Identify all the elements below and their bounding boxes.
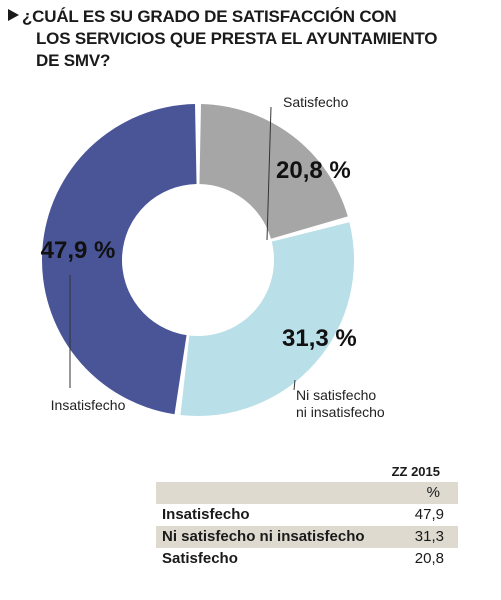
table-units-row: % (156, 482, 458, 504)
chart-title: ¿CUÁL ES SU GRADO DE SATISFACCIÓN CON LO… (8, 6, 448, 72)
title-line-3: DE SMV? (36, 51, 111, 70)
table-row-label: Ni satisfecho ni insatisfecho (162, 528, 365, 545)
slice-category-label: Ni satisfecho (296, 387, 376, 403)
leader-line (293, 379, 296, 391)
table-row: Ni satisfecho ni insatisfecho 31,3 (156, 526, 458, 548)
table-row: Satisfecho 20,8 (156, 548, 458, 570)
table-row-label: Insatisfecho (162, 506, 250, 523)
donut-slice (199, 104, 348, 239)
title-line-2: LOS SERVICIOS QUE PRESTA EL AYUNTAMIENTO (36, 29, 438, 48)
leader-line (266, 106, 272, 241)
table-row-label: Satisfecho (162, 550, 238, 567)
title-line-1: ¿CUÁL ES SU GRADO DE SATISFACCIÓN CON (8, 6, 448, 28)
table-header: ZZ 2015 (391, 464, 440, 479)
table-row: Insatisfecho 47,9 (156, 504, 458, 526)
slice-value-label: 20,8 % (276, 157, 351, 184)
table-units: % (426, 484, 440, 501)
slice-category-label: Insatisfecho (51, 397, 126, 413)
slice-value-label: 31,3 % (282, 325, 357, 352)
donut-slice (180, 222, 354, 416)
slice-value-label: 47,9 % (41, 237, 116, 264)
slice-category-label: ni insatisfecho (296, 404, 385, 420)
slice-category-label: Satisfecho (283, 94, 349, 110)
table-row-value: 20,8 (414, 550, 444, 567)
triangle-bullet-icon (8, 9, 19, 21)
table-row-value: 31,3 (414, 528, 444, 545)
data-table: ZZ 2015 % Insatisfecho 47,9 Ni satisfech… (156, 462, 458, 570)
table-row-value: 47,9 (414, 506, 444, 523)
donut-slice (41, 104, 197, 415)
